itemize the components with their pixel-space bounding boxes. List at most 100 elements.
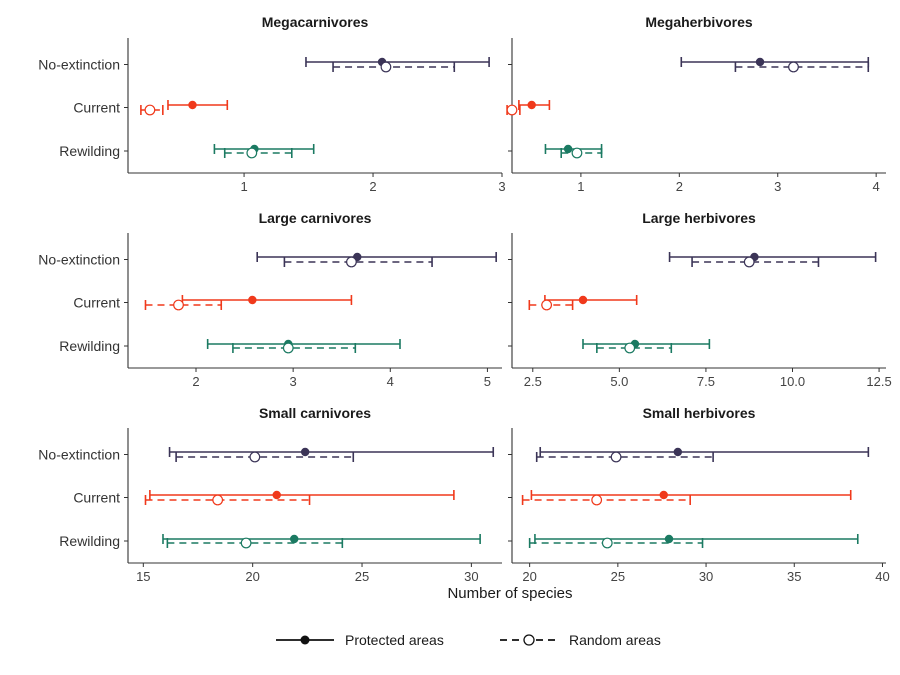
x-tick-label: 5.0 xyxy=(610,374,628,389)
x-tick-label: 5 xyxy=(484,374,491,389)
errorbar-random-rewilding xyxy=(528,537,704,549)
errorbar-random-rewilding xyxy=(232,342,357,354)
legend: Protected areas Random areas xyxy=(276,632,661,648)
errorbar-protected-current xyxy=(149,490,455,500)
errorbar-random-current xyxy=(506,104,521,116)
errorbar-random-current xyxy=(140,104,164,116)
panel-small-carnivores: Small carnivores 15 20 25 30 No-extinction Cur… xyxy=(38,405,502,584)
mean-point-open xyxy=(541,299,553,311)
mean-point-filled xyxy=(664,534,674,544)
y-category-label: Current xyxy=(73,100,120,116)
errorbar-random-current xyxy=(144,299,223,311)
errorbar-random-current xyxy=(521,494,691,506)
errorbar-protected-rewilding xyxy=(534,534,859,544)
errorbar-random-current xyxy=(528,299,574,311)
x-tick-label: 1 xyxy=(240,179,247,194)
mean-point-filled xyxy=(188,100,197,110)
errorbar-random-no-extinction xyxy=(691,256,820,268)
x-tick-label: 2.5 xyxy=(524,374,542,389)
errorbar-random-rewilding xyxy=(560,147,603,159)
errorbar-protected-no-extinction xyxy=(539,447,870,457)
x-tick-label: 25 xyxy=(611,569,625,584)
x-tick-label: 4 xyxy=(387,374,394,389)
mean-point-filled xyxy=(248,295,257,305)
mean-point-open xyxy=(743,256,755,268)
errorbar-protected-rewilding xyxy=(162,534,481,544)
legend-label: Protected areas xyxy=(345,632,444,648)
errorbar-protected-no-extinction xyxy=(168,447,495,457)
errorbar-protected-current xyxy=(544,295,638,305)
mean-point-open xyxy=(380,61,392,73)
x-tick-label: 1 xyxy=(577,179,584,194)
legend-marker-filled xyxy=(300,635,310,645)
panel-megacarnivores: Megacarnivores 1 2 3 No-extinction Current Rew… xyxy=(38,14,505,194)
panel-megaherbivores: Megaherbivores 1 2 3 4 xyxy=(506,14,886,194)
x-tick-label: 7.5 xyxy=(697,374,715,389)
errorbar-random-no-extinction xyxy=(283,256,433,268)
mean-point-open xyxy=(282,342,294,354)
errorbar-random-current xyxy=(144,494,311,506)
panel-title: Small herbivores xyxy=(643,405,756,421)
errorbar-protected-no-extinction xyxy=(256,252,497,262)
legend-item-random-areas: Random areas xyxy=(500,632,661,648)
x-tick-label: 2 xyxy=(676,179,683,194)
x-axis-label: Number of species xyxy=(447,585,572,602)
x-tick-label: 20 xyxy=(522,569,536,584)
x-tick-label: 30 xyxy=(699,569,713,584)
x-tick-label: 3 xyxy=(498,179,505,194)
panel-title: Large carnivores xyxy=(259,210,372,226)
x-tick-label: 10.0 xyxy=(780,374,805,389)
mean-point-filled xyxy=(673,447,683,457)
x-tick-label: 30 xyxy=(464,569,478,584)
errorbar-random-no-extinction xyxy=(734,61,870,73)
panels: Megacarnivores 1 2 3 No-extinction Current Rew… xyxy=(38,14,891,584)
mean-point-open xyxy=(249,451,261,463)
legend-item-protected-areas: Protected areas xyxy=(276,632,444,648)
x-tick-label: 4 xyxy=(873,179,880,194)
mean-point-filled xyxy=(272,490,281,500)
y-category-label: No-extinction xyxy=(38,57,120,73)
x-tick-label: 3 xyxy=(290,374,297,389)
errorbar-protected-current xyxy=(181,295,353,305)
mean-point-open xyxy=(624,342,636,354)
errorbar-protected-current xyxy=(530,490,852,500)
errorbar-protected-no-extinction xyxy=(680,57,870,67)
mean-point-open xyxy=(601,537,613,549)
y-category-label: No-extinction xyxy=(38,447,120,463)
errorbar-random-rewilding xyxy=(166,537,344,549)
mean-point-open xyxy=(144,104,156,116)
y-category-label: No-extinction xyxy=(38,252,120,268)
mean-point-open xyxy=(591,494,603,506)
mean-point-open xyxy=(240,537,252,549)
legend-label: Random areas xyxy=(569,632,661,648)
errorbar-random-no-extinction xyxy=(175,451,355,463)
x-tick-label: 2 xyxy=(369,179,376,194)
panel-title: Megacarnivores xyxy=(262,14,369,30)
mean-point-open xyxy=(571,147,583,159)
mean-point-filled xyxy=(578,295,588,305)
errorbar-protected-no-extinction xyxy=(668,252,877,262)
x-tick-label: 20 xyxy=(245,569,259,584)
mean-point-filled xyxy=(290,534,299,544)
x-tick-label: 12.5 xyxy=(866,374,891,389)
x-tick-label: 25 xyxy=(355,569,369,584)
mean-point-open xyxy=(610,451,622,463)
mean-point-open xyxy=(506,104,518,116)
y-category-label: Rewilding xyxy=(59,143,120,159)
panel-title: Small carnivores xyxy=(259,405,371,421)
x-tick-label: 35 xyxy=(787,569,801,584)
mean-point-filled xyxy=(755,57,765,67)
x-tick-label: 40 xyxy=(875,569,889,584)
panel-large-carnivores: Large carnivores 2 3 4 5 No-extinction Current… xyxy=(38,210,502,389)
mean-point-filled xyxy=(300,447,310,457)
y-category-label: Current xyxy=(73,490,120,506)
mean-point-open xyxy=(212,494,224,506)
y-category-label: Rewilding xyxy=(59,533,120,549)
errorbar-random-rewilding xyxy=(223,147,293,159)
mean-point-open xyxy=(246,147,258,159)
x-tick-label: 2 xyxy=(192,374,199,389)
mean-point-filled xyxy=(563,144,573,154)
panel-title: Large herbivores xyxy=(642,210,756,226)
mean-point-open xyxy=(346,256,357,268)
